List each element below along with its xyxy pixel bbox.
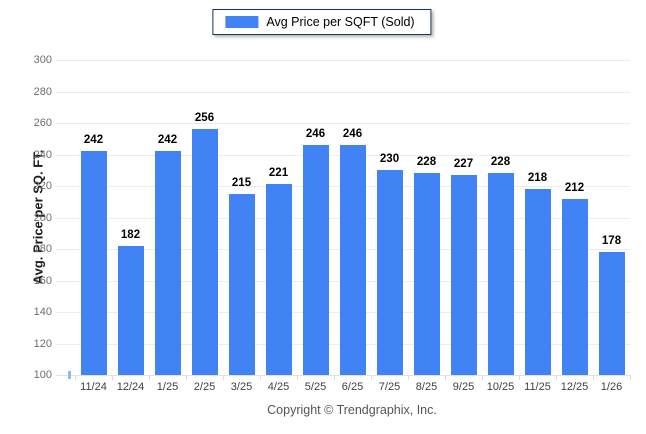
x-tick-label: 5/25 xyxy=(304,381,327,393)
x-tick-label: 9/25 xyxy=(452,381,475,393)
bar-value-label: 228 xyxy=(490,156,511,169)
x-tick-label: 6/25 xyxy=(341,381,364,393)
footer-copyright: Copyright © Trendgraphix, Inc. xyxy=(267,403,437,417)
x-axis-tick xyxy=(371,375,372,380)
y-tick-label: 300 xyxy=(33,54,52,66)
gridline xyxy=(56,375,630,376)
chart-legend: Avg Price per SQFT (Sold) xyxy=(212,9,432,35)
x-axis-tick xyxy=(112,375,113,380)
bar-value-label: 212 xyxy=(564,181,585,194)
bar-value-label: 242 xyxy=(157,134,178,147)
x-tick-label: 1/26 xyxy=(600,381,623,393)
gridline xyxy=(56,91,630,93)
bar-value-label: 178 xyxy=(601,235,622,248)
bar xyxy=(524,189,551,375)
bar xyxy=(154,151,181,375)
bar xyxy=(376,170,403,375)
legend-label: Avg Price per SQFT (Sold) xyxy=(266,15,415,29)
bar xyxy=(598,252,625,375)
axis-origin-tick xyxy=(68,371,71,379)
bar-value-label: 215 xyxy=(231,176,252,189)
x-tick-label: 12/24 xyxy=(116,381,145,393)
bar-value-label: 246 xyxy=(305,128,326,141)
bar xyxy=(117,245,144,375)
x-axis-tick xyxy=(408,375,409,380)
x-axis-tick xyxy=(556,375,557,380)
bar xyxy=(561,198,588,375)
bar-value-label: 228 xyxy=(416,156,437,169)
x-tick-label: 7/25 xyxy=(378,381,401,393)
bar-value-label: 221 xyxy=(268,167,289,180)
bar xyxy=(302,145,329,375)
y-tick-label: 160 xyxy=(33,274,52,287)
x-axis-tick xyxy=(630,375,631,380)
y-tick-label: 140 xyxy=(33,306,52,318)
x-axis-tick xyxy=(482,375,483,380)
x-axis-tick xyxy=(75,375,76,380)
x-tick-label: 1/25 xyxy=(156,381,179,393)
bar-value-label: 246 xyxy=(342,128,363,141)
x-axis-tick xyxy=(186,375,187,380)
y-tick-label: 180 xyxy=(33,243,52,255)
bar-value-label: 227 xyxy=(453,157,474,170)
x-axis-tick xyxy=(149,375,150,380)
y-tick-label: 220 xyxy=(33,180,52,192)
bar-value-label: 182 xyxy=(120,228,141,241)
bar xyxy=(265,184,292,375)
bar-value-label: 230 xyxy=(379,153,400,166)
x-axis-tick xyxy=(445,375,446,380)
y-tick-label: 240 xyxy=(33,148,52,161)
bar xyxy=(487,173,514,375)
legend-swatch-icon xyxy=(225,16,259,28)
x-axis-tick xyxy=(223,375,224,380)
bar-value-label: 256 xyxy=(194,112,215,125)
bar-value-label: 218 xyxy=(527,172,548,185)
bar xyxy=(228,193,255,375)
x-tick-label: 3/25 xyxy=(230,381,253,393)
x-tick-label: 2/25 xyxy=(193,381,216,393)
bar xyxy=(413,173,440,375)
x-axis-tick xyxy=(334,375,335,380)
bar xyxy=(339,145,366,375)
x-axis-tick xyxy=(297,375,298,380)
x-axis-tick xyxy=(519,375,520,380)
x-tick-label: 8/25 xyxy=(415,381,438,393)
gridline xyxy=(56,123,630,124)
x-axis-tick xyxy=(593,375,594,380)
x-tick-label: 10/25 xyxy=(486,381,515,393)
x-axis-tick xyxy=(260,375,261,380)
x-tick-label: 12/25 xyxy=(560,381,589,393)
y-tick-label: 200 xyxy=(33,211,52,224)
x-tick-label: 11/24 xyxy=(80,381,107,393)
bar-value-label: 242 xyxy=(83,134,104,147)
x-tick-label: 11/25 xyxy=(524,381,551,393)
y-tick-label: 120 xyxy=(33,337,52,350)
y-tick-label: 280 xyxy=(33,85,52,98)
x-tick-label: 4/25 xyxy=(267,381,290,393)
y-tick-label: 260 xyxy=(33,117,52,129)
y-tick-label: 100 xyxy=(33,369,52,381)
gridline xyxy=(56,60,630,61)
bar xyxy=(450,174,477,375)
bar xyxy=(191,129,218,375)
bar xyxy=(80,151,107,375)
